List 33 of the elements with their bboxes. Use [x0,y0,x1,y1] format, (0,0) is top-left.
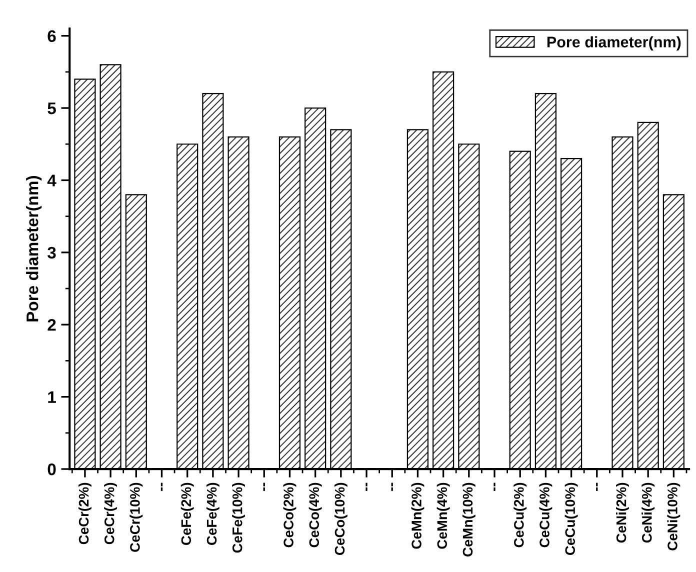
x-tick-label: CeNi(2%) [616,482,629,543]
y-tick-label: 1 [48,391,56,403]
y-tick-label: 5 [48,102,56,114]
y-tick-label: 0 [48,463,56,476]
y-tick-label: 4 [47,174,56,186]
x-tick-label: CeMn(10%) [462,482,476,557]
x-tick-label: CeNi(4%) [642,482,655,543]
x-tick-label: CeCu(10%) [564,482,578,555]
x-tick-label: -- [596,482,598,491]
y-tick-label: 6 [48,30,56,42]
x-tick-label: -- [494,482,496,491]
x-tick-label: CeCu(2%) [514,482,527,548]
x-tick-label: CeCo(4%) [308,482,322,548]
x-tick-label: CeCo(2%) [283,482,296,548]
x-tick-label: -- [391,482,393,491]
x-tick-label: CeFe(4%) [206,482,220,545]
legend-label: Pore diameter(nm) [547,36,681,50]
x-tick-label: CeCr(2%) [78,482,92,544]
y-tick-label: 2 [48,319,56,331]
y-axis-title: Pore diameter(nm) [26,176,42,322]
x-tick-label: CeNi(10%) [667,482,680,550]
x-tick-label: CeMn(4%) [436,482,450,549]
x-tick-label: CeMn(2%) [411,482,424,549]
x-tick-label: CeFe(10%) [232,482,246,553]
x-tick-label: CeCo(10%) [334,482,348,555]
x-tick-label: -- [263,482,265,491]
x-tick-label: CeCr(10%) [130,482,143,552]
y-tick-label: 3 [48,246,56,259]
x-tick-label: CeFe(2%) [180,482,194,545]
x-tick-label: CeCr(4%) [104,482,118,544]
x-tick-label: -- [160,482,163,491]
x-tick-label: -- [366,482,368,491]
x-tick-label: CeCu(4%) [539,482,552,548]
